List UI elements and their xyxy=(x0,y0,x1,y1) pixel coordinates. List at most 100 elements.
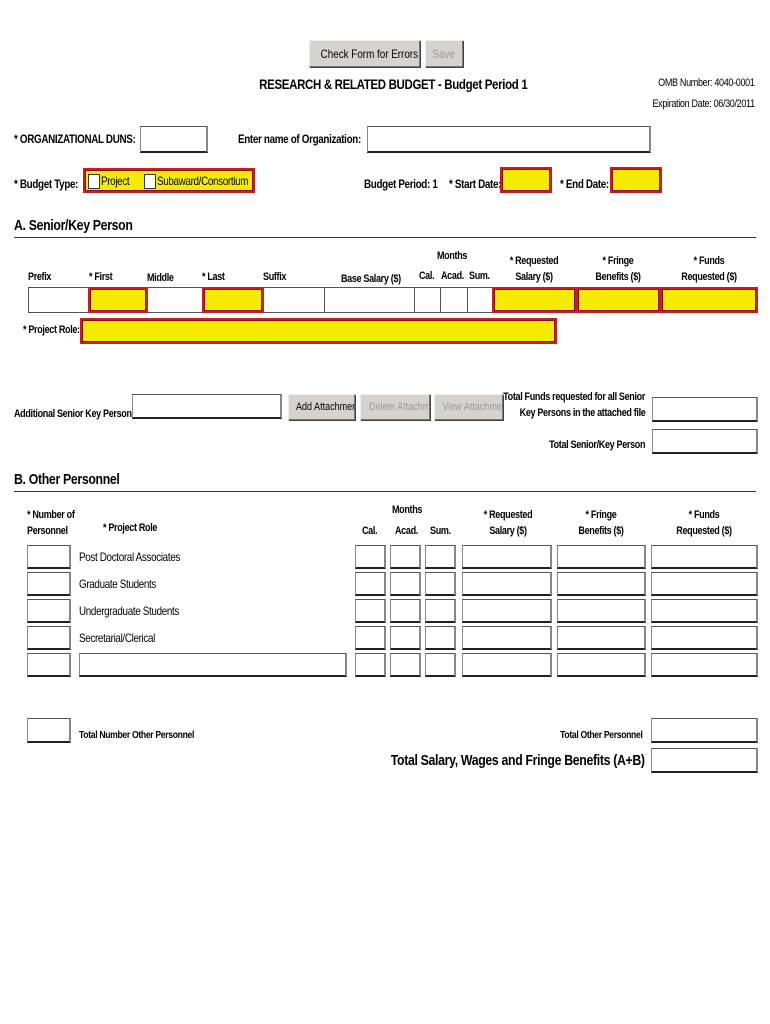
col-suffix: Suffix xyxy=(263,271,287,283)
col-middle: Middle xyxy=(147,272,174,284)
save-button[interactable]: Save xyxy=(425,40,463,67)
acad-months-input[interactable] xyxy=(390,572,421,596)
section-b-divider xyxy=(14,491,756,492)
total-number-label: Total Number Other Personnel xyxy=(79,729,195,741)
cal-months-input[interactable] xyxy=(414,287,441,313)
col-fringe-b-2: Benefits ($) xyxy=(578,525,624,537)
total-funds-attached-label-1: Total Funds requested for all Senior xyxy=(503,391,645,403)
subaward-checkbox[interactable] xyxy=(144,174,156,189)
col-requested-2: Salary ($) xyxy=(515,271,553,283)
project-role-text: Secretarial/Clerical xyxy=(79,631,156,645)
additional-persons-label: Additional Senior Key Persons: xyxy=(14,408,139,420)
acad-months-input[interactable] xyxy=(390,599,421,623)
funds-requested-input[interactable] xyxy=(660,287,758,313)
total-other-input[interactable] xyxy=(651,718,758,743)
col-acad: Acad. xyxy=(441,270,464,282)
first-name-input[interactable] xyxy=(88,287,148,313)
requested-salary-input[interactable] xyxy=(462,626,552,650)
cal-months-input[interactable] xyxy=(355,626,386,650)
acad-months-input[interactable] xyxy=(440,287,468,313)
total-other-label: Total Other Personnel xyxy=(560,729,644,741)
number-personnel-input[interactable] xyxy=(27,626,71,650)
number-personnel-input[interactable] xyxy=(27,599,71,623)
check-form-button[interactable]: Check Form for Errors xyxy=(309,40,420,67)
end-date-input[interactable] xyxy=(610,167,662,193)
add-attachment-button[interactable]: Add Attachment xyxy=(288,394,355,420)
cal-months-input[interactable] xyxy=(355,599,386,623)
project-role-text: Undergraduate Students xyxy=(79,604,180,618)
total-number-input[interactable] xyxy=(27,718,71,743)
org-name-input[interactable] xyxy=(367,126,651,153)
fringe-benefits-input[interactable] xyxy=(557,653,646,677)
cal-months-input[interactable] xyxy=(355,572,386,596)
additional-persons-input[interactable] xyxy=(132,394,282,419)
acad-months-input[interactable] xyxy=(390,545,421,569)
sum-months-input[interactable] xyxy=(425,572,456,596)
project-role-input[interactable] xyxy=(79,653,347,677)
prefix-input[interactable] xyxy=(28,287,89,313)
view-attachment-button[interactable]: View Attachment xyxy=(434,394,503,420)
col-funds-b-2: Requested ($) xyxy=(676,525,732,537)
fringe-benefits-input[interactable] xyxy=(557,626,646,650)
budget-type-group: Project Subaward/Consortium xyxy=(83,168,255,193)
funds-requested-input[interactable] xyxy=(651,572,758,596)
delete-attachment-button[interactable]: Delete Attachment xyxy=(360,394,430,420)
requested-salary-input[interactable] xyxy=(492,287,577,313)
sum-months-input[interactable] xyxy=(425,626,456,650)
project-role-input[interactable] xyxy=(80,318,557,344)
expiration-date: Expiration Date: 06/30/2011 xyxy=(652,98,756,110)
col-funds-1: * Funds xyxy=(693,255,725,267)
project-checkbox[interactable] xyxy=(88,174,100,189)
col-fringe-b-1: * Fringe xyxy=(585,509,617,521)
col-last: * Last xyxy=(202,271,225,283)
col-number-1: * Number of xyxy=(27,509,75,521)
project-role-text: Post Doctoral Associates xyxy=(79,550,180,564)
acad-months-input[interactable] xyxy=(390,626,421,650)
section-b-heading: B. Other Personnel xyxy=(14,471,120,488)
duns-label: * ORGANIZATIONAL DUNS: xyxy=(14,132,136,146)
section-a-divider xyxy=(14,237,756,238)
duns-input[interactable] xyxy=(140,126,208,153)
start-date-input[interactable] xyxy=(500,167,552,193)
number-personnel-input[interactable] xyxy=(27,545,71,569)
org-name-label: Enter name of Organization: xyxy=(238,132,361,146)
sum-months-input[interactable] xyxy=(425,545,456,569)
funds-requested-input[interactable] xyxy=(651,626,758,650)
total-funds-attached-input[interactable] xyxy=(652,397,758,422)
project-role-label: * Project Role: xyxy=(23,324,80,336)
suffix-input[interactable] xyxy=(263,287,325,313)
last-name-input[interactable] xyxy=(202,287,264,313)
fringe-benefits-input[interactable] xyxy=(576,287,661,313)
number-personnel-input[interactable] xyxy=(27,653,71,677)
cal-months-input[interactable] xyxy=(355,653,386,677)
fringe-benefits-input[interactable] xyxy=(557,599,646,623)
funds-requested-input[interactable] xyxy=(651,599,758,623)
total-salary-input[interactable] xyxy=(651,748,758,773)
requested-salary-input[interactable] xyxy=(462,572,552,596)
number-personnel-input[interactable] xyxy=(27,572,71,596)
acad-months-input[interactable] xyxy=(390,653,421,677)
requested-salary-input[interactable] xyxy=(462,545,552,569)
sum-months-input[interactable] xyxy=(467,287,493,313)
total-senior-input[interactable] xyxy=(652,429,758,454)
base-salary-input[interactable] xyxy=(324,287,415,313)
funds-requested-input[interactable] xyxy=(651,653,758,677)
fringe-benefits-input[interactable] xyxy=(557,572,646,596)
requested-salary-input[interactable] xyxy=(462,653,552,677)
requested-salary-input[interactable] xyxy=(462,599,552,623)
col-sum: Sum. xyxy=(469,270,490,282)
middle-name-input[interactable] xyxy=(147,287,203,313)
months-header-b: Months xyxy=(392,504,423,516)
subaward-option-label: Subaward/Consortium xyxy=(157,174,249,188)
col-number-2: Personnel xyxy=(27,525,68,537)
cal-months-input[interactable] xyxy=(355,545,386,569)
project-option-label: Project xyxy=(101,174,130,188)
funds-requested-input[interactable] xyxy=(651,545,758,569)
fringe-benefits-input[interactable] xyxy=(557,545,646,569)
sum-months-input[interactable] xyxy=(425,653,456,677)
sum-months-input[interactable] xyxy=(425,599,456,623)
col-first: * First xyxy=(89,271,113,283)
budget-type-label: * Budget Type: xyxy=(14,177,79,191)
months-header: Months xyxy=(437,250,468,262)
